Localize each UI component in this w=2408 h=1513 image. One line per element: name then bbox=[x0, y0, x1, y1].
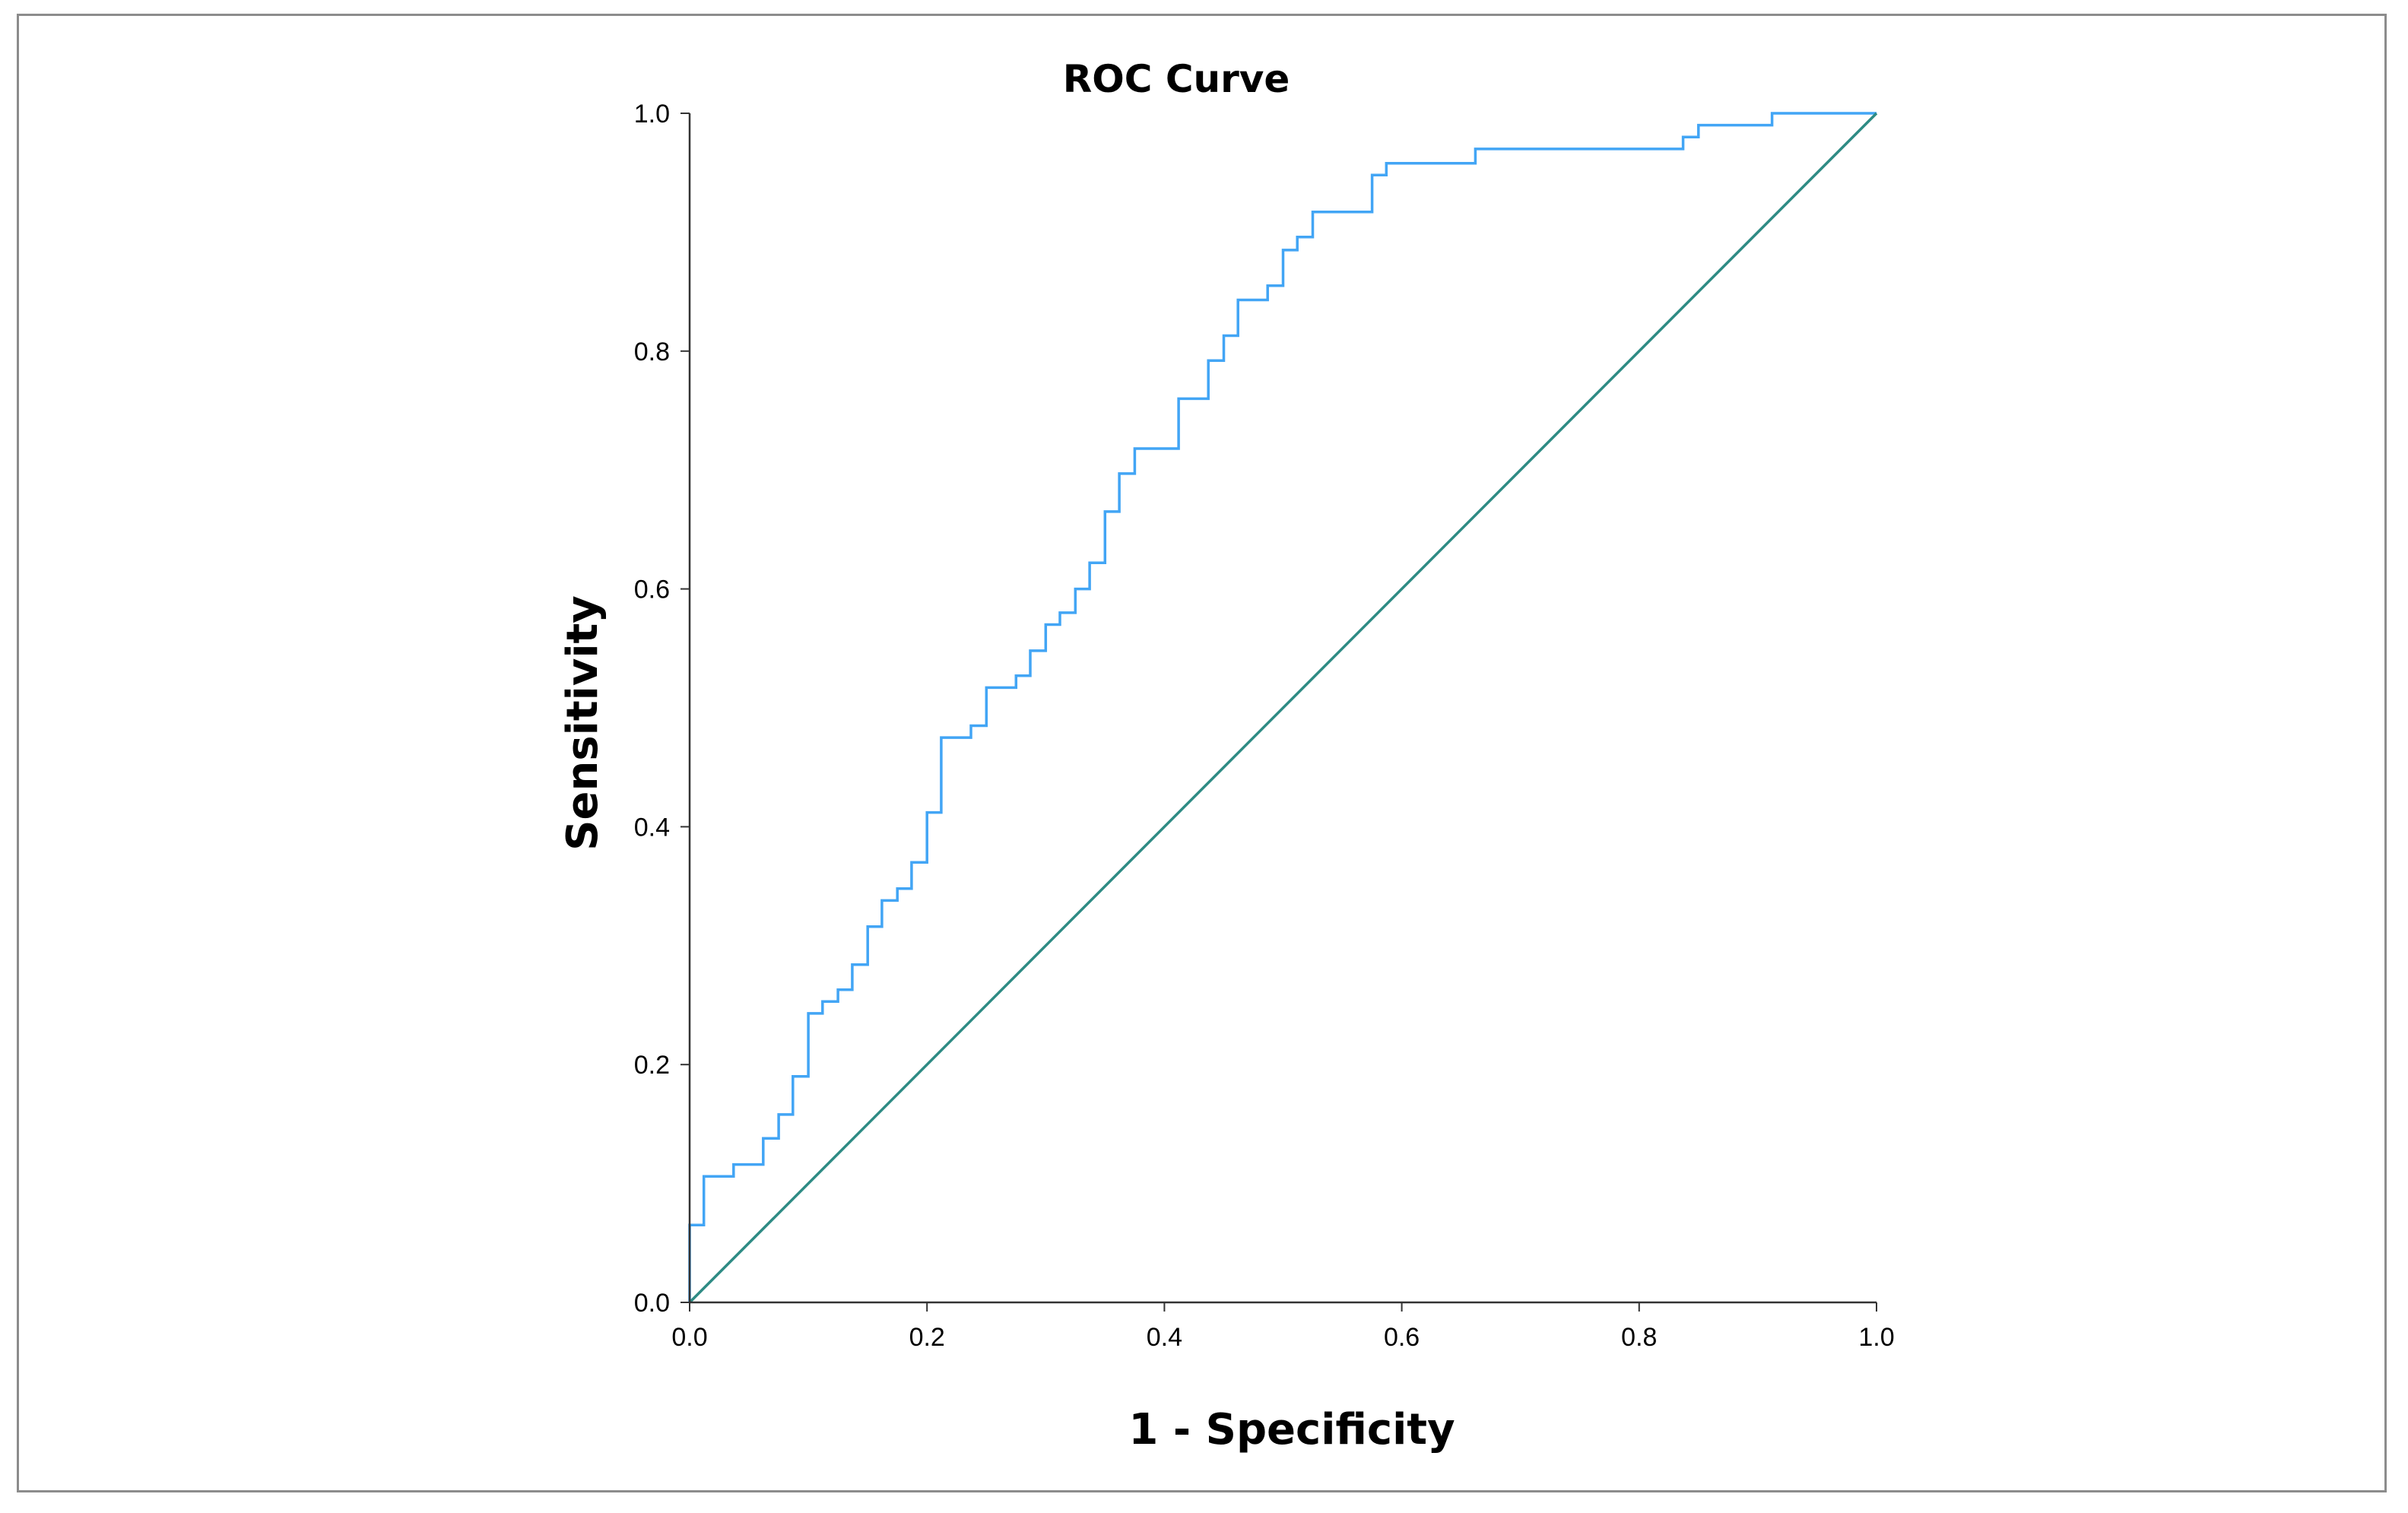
series-layer bbox=[688, 112, 1878, 1304]
y-tick-label-4: 0.8 bbox=[634, 338, 670, 366]
x-tick-label-5: 1.0 bbox=[1858, 1323, 1894, 1352]
y-axis-title: Sensitivity bbox=[558, 595, 608, 851]
x-tick-label-4: 0.8 bbox=[1621, 1323, 1657, 1352]
y-tick-label-5: 1.0 bbox=[634, 100, 670, 128]
reference-diagonal-line bbox=[688, 112, 1878, 1304]
chart-title: ROC Curve bbox=[1063, 57, 1290, 101]
y-tick-label-3: 0.6 bbox=[634, 576, 670, 604]
y-tick-label-0: 0.0 bbox=[634, 1289, 670, 1318]
x-ticks: 0.0 0.2 0.4 0.6 0.8 1.0 bbox=[671, 1302, 1895, 1352]
x-tick-label-2: 0.4 bbox=[1147, 1323, 1182, 1352]
y-tick-label-1: 0.2 bbox=[634, 1051, 670, 1080]
x-tick-label-0: 0.0 bbox=[671, 1323, 707, 1352]
roc-curve-line bbox=[688, 112, 1877, 1302]
x-tick-label-1: 0.2 bbox=[909, 1323, 945, 1352]
y-tick-label-2: 0.4 bbox=[634, 813, 670, 842]
x-tick-label-3: 0.6 bbox=[1384, 1323, 1420, 1352]
y-ticks: 0.0 0.2 0.4 0.6 0.8 1.0 bbox=[634, 100, 690, 1318]
x-axis-title: 1 - Specificity bbox=[1128, 1405, 1455, 1454]
roc-chart: ROC Curve 0.0 0.2 0.4 0.6 0.8 1.0 0.00.20.40.… bbox=[558, 57, 1895, 1454]
chart-frame: ROC Curve 0.0 0.2 0.4 0.6 0.8 1.0 0.0 0.2 0.4 0.… bbox=[17, 14, 2387, 1492]
